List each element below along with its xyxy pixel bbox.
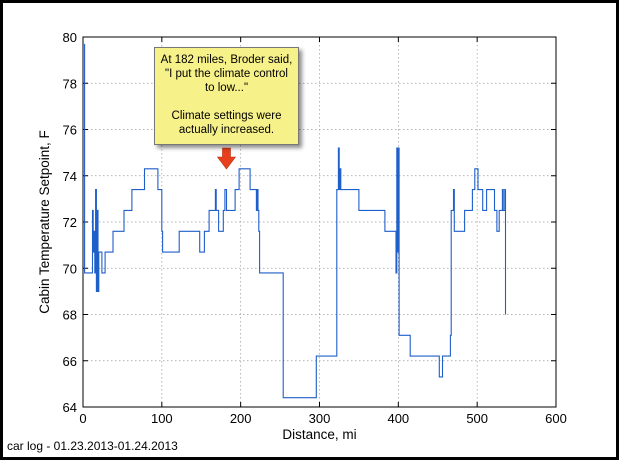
x-tick-label: 500: [466, 411, 488, 426]
annotation-line-2: Climate settings were actually increased…: [171, 110, 282, 136]
x-tick-label: 600: [545, 411, 567, 426]
y-tick-label: 76: [63, 123, 77, 138]
plot-frame: [82, 36, 557, 408]
y-tick-label: 68: [63, 308, 77, 323]
annotation-line-1: At 182 miles, Broder said, "I put the cl…: [160, 54, 293, 94]
x-tick-label: 200: [230, 411, 252, 426]
footer-caption: car log - 01.23.2013-01.24.2013: [7, 439, 178, 453]
y-tick-label: 72: [63, 215, 77, 230]
y-tick-label: 64: [63, 400, 77, 415]
x-axis-label: Distance, mi: [282, 427, 356, 442]
x-tick-label: 300: [309, 411, 331, 426]
figure-window: 0 100 200 300 400 500 600 64 66 68 70 72 74 76 78 80 Dis…: [3, 3, 616, 457]
annotation-arrow: [216, 147, 237, 170]
y-tick-label: 78: [63, 76, 77, 91]
annotation-callout: At 182 miles, Broder said, "I put the cl…: [154, 47, 299, 145]
y-tick-label: 80: [63, 30, 77, 45]
x-tick-label: 0: [79, 411, 86, 426]
x-tick-label: 100: [151, 411, 173, 426]
y-tick-label: 66: [63, 354, 77, 369]
y-tick-label: 70: [63, 261, 77, 276]
x-tick-label: 400: [387, 411, 409, 426]
series-line: [84, 43, 507, 399]
line-chart: 0 100 200 300 400 500 600 64 66 68 70 72 74 76 78 80 Dis…: [37, 30, 567, 442]
y-axis-label: Cabin Temperature Setpoint, F: [37, 130, 52, 314]
y-tick-label: 74: [63, 169, 77, 184]
